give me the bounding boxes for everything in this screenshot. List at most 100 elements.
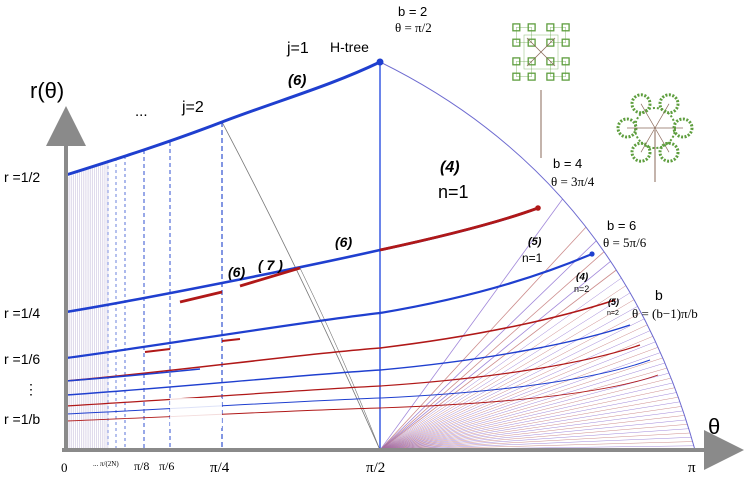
y-axis-label: r(θ) [30, 78, 64, 103]
curve-b10 [65, 324, 631, 396]
x-tick-pi: π [688, 460, 696, 476]
fan-line [379, 362, 665, 451]
b6-point [589, 251, 595, 257]
curve-b4 [65, 206, 539, 314]
curve-b6 [65, 252, 593, 360]
curve-b16 [65, 374, 659, 422]
helper-line-j2 [221, 121, 381, 451]
curve-b8 [65, 299, 616, 382]
x-tick-pi8: π/8 [134, 459, 149, 473]
fractal-spoke [640, 127, 656, 153]
fan-line [379, 377, 672, 451]
outer-arc [379, 61, 696, 451]
label-htree: H-tree [330, 39, 369, 55]
curve-b4-red [179, 206, 539, 304]
x-tick-piN: ... π/(2N) [93, 460, 119, 468]
fan-line [379, 432, 691, 451]
fan-line [379, 318, 645, 451]
fan-line [379, 396, 679, 451]
helper-line-mid [299, 267, 381, 451]
curve-r-half [65, 60, 381, 177]
label-n2-a: n=2 [574, 284, 589, 294]
fan-line [379, 277, 622, 451]
square-fractal-icon [512, 23, 570, 158]
fan-line [379, 415, 685, 451]
label-b2-theta: θ = π/2 [395, 20, 432, 35]
fan-line [379, 428, 689, 451]
x-tick-pi6: π/6 [159, 459, 174, 473]
y-tick-vdots: ⋮ [24, 381, 38, 397]
fan-line [379, 382, 673, 451]
fan-line [379, 341, 656, 451]
fractal-ring [634, 107, 676, 149]
label-p4-big: (4) [440, 159, 460, 176]
fan-line [379, 285, 627, 451]
fan-line [379, 269, 617, 451]
label-p5-a: (5) [528, 236, 542, 248]
fractal-spoke [640, 103, 656, 129]
y-tick-sixth: r =1/6 [4, 351, 40, 367]
fractal-diagonal [526, 37, 556, 67]
fan-line [379, 424, 688, 451]
curve-b12 [65, 344, 641, 407]
fan-line [379, 401, 680, 451]
fractal-node [630, 141, 652, 163]
label-b2: b = 2 [398, 4, 427, 19]
label-n1-big: n=1 [438, 182, 469, 202]
fan-line [379, 226, 587, 451]
label-n1-small: n=1 [522, 251, 543, 265]
fan-line [379, 240, 597, 451]
fan-line [379, 372, 670, 451]
y-tick-b: r =1/b [4, 411, 40, 427]
fan-line [379, 251, 605, 451]
fan-line [379, 306, 638, 451]
label-p5-b: (5) [608, 297, 619, 307]
label-n2-b: n=2 [607, 310, 619, 317]
label-p7: ( 7 ) [258, 257, 283, 273]
fan-line [379, 367, 668, 451]
fan-line [379, 352, 661, 451]
fan-line [379, 357, 663, 451]
label-p6-top: (6) [288, 72, 306, 89]
fan-line [379, 198, 563, 451]
curve-b6-red [144, 338, 241, 353]
label-p4-small: (4) [576, 272, 589, 283]
label-b6-theta: θ = 5π/6 [603, 235, 647, 250]
fan-line [379, 292, 631, 451]
x-tick-pi4: π/4 [210, 460, 230, 476]
fan-line [379, 330, 651, 451]
label-j1: j=1 [286, 40, 309, 57]
x-tick-pi2: π/2 [366, 460, 385, 476]
x-axis-label: θ [708, 414, 720, 439]
label-bgen-theta: θ = (b−1)π/b [632, 306, 698, 321]
fan-line [379, 437, 692, 451]
fan-line [379, 336, 653, 451]
fractal-spoke [654, 103, 670, 129]
label-j2: j=2 [181, 99, 204, 116]
fan-line [379, 419, 687, 451]
fan-line [379, 347, 659, 451]
fan-line [379, 312, 642, 451]
fan-line [379, 299, 635, 451]
label-dots: ... [135, 103, 148, 120]
fan-line [379, 387, 675, 451]
y-tick-quarter: r =1/4 [4, 305, 40, 321]
label-bgen: b [655, 287, 663, 303]
label-b4: b = 4 [553, 156, 582, 171]
fan-line [379, 410, 684, 451]
y-tick-half: r =1/2 [4, 169, 40, 185]
fractal-node [630, 93, 652, 115]
label-p6-left: (6) [228, 264, 245, 280]
label-b6: b = 6 [607, 218, 636, 233]
curve-b8-blue [65, 368, 201, 382]
x-tick-0: 0 [61, 460, 68, 475]
hexagon-fractal-icon [616, 93, 694, 182]
fractal-spoke [654, 127, 670, 153]
label-b4-theta: θ = 3π/4 [551, 174, 595, 189]
fractal-square [523, 34, 559, 70]
b4-point [535, 205, 541, 211]
label-p6-mid: (6) [335, 234, 352, 250]
fan-line [379, 392, 677, 451]
fan-line [379, 406, 682, 451]
